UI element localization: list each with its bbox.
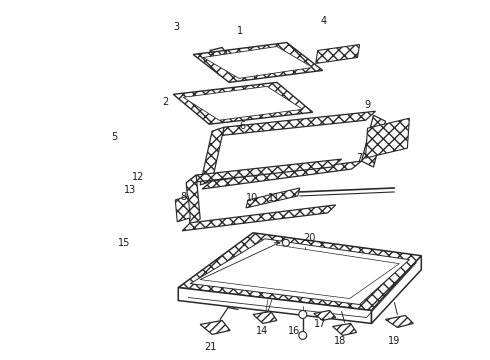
Polygon shape xyxy=(200,245,399,298)
Polygon shape xyxy=(173,82,313,124)
Polygon shape xyxy=(316,45,360,63)
Text: 8: 8 xyxy=(180,192,186,202)
Text: 21: 21 xyxy=(204,342,216,352)
Text: 19: 19 xyxy=(388,336,400,346)
Text: 14: 14 xyxy=(256,327,268,336)
Text: 1: 1 xyxy=(237,26,243,36)
Polygon shape xyxy=(178,288,371,323)
Text: 4: 4 xyxy=(320,15,327,26)
Text: 9: 9 xyxy=(365,100,370,110)
Text: 10: 10 xyxy=(246,193,258,203)
Text: 7: 7 xyxy=(356,153,363,163)
Polygon shape xyxy=(253,311,277,323)
Polygon shape xyxy=(190,239,409,305)
Polygon shape xyxy=(362,115,386,167)
Polygon shape xyxy=(246,188,300,208)
Text: 2: 2 xyxy=(162,97,169,107)
Polygon shape xyxy=(175,196,190,222)
Polygon shape xyxy=(178,233,421,310)
Circle shape xyxy=(282,239,289,246)
Text: 13: 13 xyxy=(124,185,137,195)
Text: 15: 15 xyxy=(118,238,131,248)
Text: 20: 20 xyxy=(304,233,316,243)
Text: 17: 17 xyxy=(314,319,326,329)
Text: 18: 18 xyxy=(334,336,346,346)
Text: 12: 12 xyxy=(132,172,145,182)
Polygon shape xyxy=(182,205,336,231)
Polygon shape xyxy=(200,127,224,185)
Polygon shape xyxy=(366,118,409,158)
Text: 5: 5 xyxy=(111,132,118,142)
Polygon shape xyxy=(214,111,375,136)
Text: 16: 16 xyxy=(288,327,300,336)
Polygon shape xyxy=(333,323,357,336)
Circle shape xyxy=(299,310,307,319)
Polygon shape xyxy=(186,159,342,183)
Circle shape xyxy=(299,332,307,339)
Polygon shape xyxy=(371,256,421,323)
Text: 6: 6 xyxy=(239,121,245,131)
Polygon shape xyxy=(203,46,313,78)
Polygon shape xyxy=(386,315,414,328)
Polygon shape xyxy=(202,161,362,189)
Polygon shape xyxy=(186,175,200,227)
Polygon shape xyxy=(314,310,336,320)
Text: 3: 3 xyxy=(173,22,179,32)
Polygon shape xyxy=(200,320,230,334)
Text: 11: 11 xyxy=(268,193,280,203)
Polygon shape xyxy=(193,42,323,82)
Polygon shape xyxy=(183,86,303,120)
